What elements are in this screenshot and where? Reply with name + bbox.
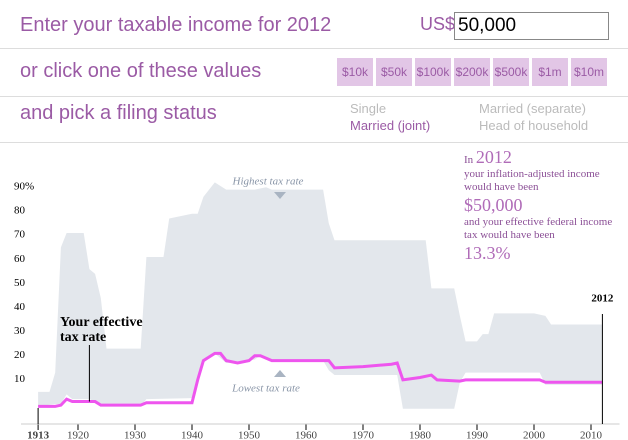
- y-tick-label: 50: [14, 277, 26, 289]
- year-marker-label: 2012: [591, 293, 614, 305]
- pointer: [274, 370, 286, 377]
- x-tick-label: 1990: [466, 430, 489, 440]
- annotation-text: and your effective federal income tax wo…: [464, 216, 613, 241]
- status-option[interactable]: Married (separate): [479, 101, 586, 116]
- y-tick-label: 90%: [14, 181, 34, 193]
- y-tick-label: 30: [14, 325, 26, 337]
- annotation: In 2012 your inflation-adjusted income w…: [464, 146, 614, 264]
- preset-button[interactable]: $1m: [532, 58, 568, 86]
- x-tick-label: 1970: [352, 430, 375, 440]
- annotation-amount: $50,000: [464, 195, 523, 215]
- x-tick-label: 1940: [181, 430, 204, 440]
- effective-rate-line: [38, 351, 603, 408]
- preset-button[interactable]: $200k: [454, 58, 490, 86]
- y-tick-label: 20: [14, 349, 26, 361]
- x-tick-label: 1913: [27, 430, 50, 440]
- preset-button[interactable]: $500k: [493, 58, 529, 86]
- y-tick-label: 60: [14, 253, 26, 265]
- annotation-text: In: [464, 154, 474, 166]
- separator: [0, 142, 628, 143]
- separator: [0, 48, 628, 49]
- annotation-text: your inflation-adjusted income would hav…: [464, 168, 600, 193]
- lowest-rate-area: [38, 353, 603, 416]
- y-tick-label: 70: [14, 229, 26, 241]
- preset-button[interactable]: $50k: [376, 58, 412, 86]
- status-option[interactable]: Head of household: [479, 118, 589, 133]
- y-tick-label: 80: [14, 205, 26, 217]
- x-tick-label: 1980: [409, 430, 432, 440]
- x-tick-label: 2010: [580, 430, 603, 440]
- pointer: [274, 192, 286, 199]
- preset-button[interactable]: $10m: [571, 58, 607, 86]
- status-prompt: and pick a filing status: [20, 102, 217, 124]
- x-tick-label: 1920: [67, 430, 90, 440]
- status-option[interactable]: Single: [350, 101, 387, 116]
- status-option[interactable]: Married (joint): [350, 118, 431, 133]
- y-tick-label: 10: [14, 373, 26, 385]
- x-tick-label: 2000: [523, 430, 546, 440]
- currency: US$: [420, 14, 456, 34]
- separator: [0, 96, 628, 97]
- annotation-rate: 13.3%: [464, 243, 511, 263]
- preset-button[interactable]: $10k: [337, 58, 373, 86]
- x-tick-label: 1930: [124, 430, 147, 440]
- annotation-year: 2012: [475, 147, 512, 167]
- highest-rate-area: [38, 182, 603, 416]
- y-tick-label: 40: [14, 301, 26, 313]
- income-input[interactable]: 50,000: [454, 12, 609, 40]
- click-prompt: or click one of these values: [20, 60, 262, 82]
- x-tick-label: 1950: [238, 430, 261, 440]
- lowest-rate-label: Lowest tax rate: [231, 383, 300, 395]
- effective-label: Your effective tax rate: [60, 315, 143, 345]
- x-tick-label: 1960: [295, 430, 318, 440]
- highest-rate-label: Highest tax rate: [232, 176, 304, 188]
- preset-button[interactable]: $100k: [415, 58, 451, 86]
- income-prompt: Enter your taxable income for 2012: [20, 14, 332, 36]
